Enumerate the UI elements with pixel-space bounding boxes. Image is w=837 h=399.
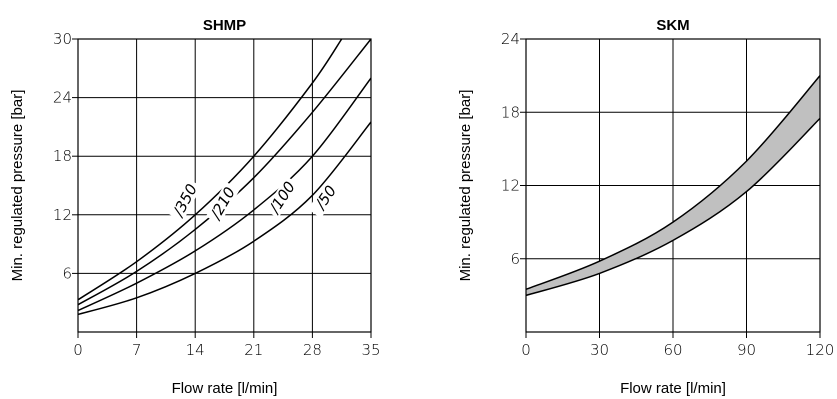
- skm-y-tick-label: 24: [501, 30, 520, 48]
- skm-upper-curve: [525, 75, 821, 291]
- shmp-series-label-bg: [264, 176, 300, 219]
- shmp-x-tick-label: 14: [186, 341, 205, 359]
- shmp-series-line: [78, 121, 371, 316]
- skm-y-tick-label: 6: [510, 250, 520, 268]
- shmp-y-tick-label: 6: [62, 264, 72, 282]
- shmp-series-label-bg: [307, 176, 344, 219]
- skm-y-axis-label: Min. regulated pressure [bar]: [457, 90, 474, 282]
- shmp-series-label-bg: [168, 178, 202, 222]
- shmp-x-tick-label: 0: [73, 341, 83, 359]
- skm-x-tick-label: 60: [663, 341, 682, 359]
- skm-x-tick-label: 30: [590, 341, 609, 359]
- shmp-y-tick-label: 30: [53, 30, 72, 48]
- shmp-y-tick-label: 24: [53, 89, 72, 107]
- shmp-series-label-bg: [205, 181, 240, 225]
- shmp-y-tick-label: 12: [53, 206, 72, 224]
- shmp-series-line: [78, 39, 343, 301]
- shmp-x-tick-label: 21: [244, 341, 263, 359]
- shmp-x-tick-label: 7: [132, 341, 142, 359]
- skm-grid: [526, 39, 820, 332]
- shmp-x-axis-label: Flow rate [l/min]: [172, 380, 278, 397]
- skm-lower-curve: [525, 117, 821, 297]
- skm-y-tick-label: 12: [501, 177, 520, 195]
- skm-chart: 0 30 60 90 120 6 12 18 24 SKM Flow rate [l/min] Min…: [457, 17, 834, 397]
- skm-x-tick-label: 0: [521, 341, 531, 359]
- shmp-y-tick-label: 18: [53, 147, 72, 165]
- skm-title: SKM: [656, 17, 689, 34]
- skm-y-tick-label: 18: [501, 103, 520, 121]
- shmp-plot-frame: [77, 38, 372, 333]
- shmp-series-line: [78, 39, 371, 306]
- skm-x-tick-label: 120: [806, 341, 835, 359]
- shmp-x-tick-label: 28: [303, 341, 322, 359]
- shmp-series-line: [78, 77, 371, 312]
- skm-x-axis-label: Flow rate [l/min]: [620, 380, 726, 397]
- skm-x-tick-label: 90: [737, 341, 756, 359]
- shmp-chart: /350/210/100/500 7 14 21 28 35612182430SHMPFl…: [9, 17, 381, 397]
- shmp-y-axis-label: Min. regulated pressure [bar]: [9, 90, 26, 282]
- shmp-title: SHMP: [203, 17, 246, 34]
- shmp-x-tick-label: 35: [361, 341, 380, 359]
